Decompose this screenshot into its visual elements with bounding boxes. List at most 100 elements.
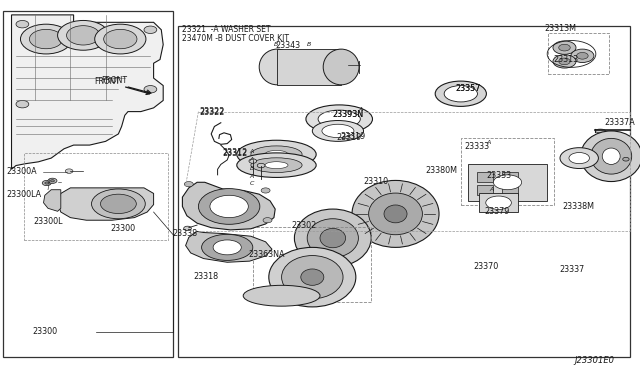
Circle shape [42, 180, 51, 186]
Text: A: A [250, 157, 254, 163]
Ellipse shape [602, 148, 620, 164]
Polygon shape [502, 172, 518, 182]
Bar [24, 153, 168, 240]
Ellipse shape [243, 285, 320, 306]
Circle shape [104, 29, 137, 49]
Ellipse shape [591, 138, 632, 174]
Ellipse shape [560, 148, 598, 169]
Bar [461, 138, 554, 205]
Text: 23300: 23300 [110, 224, 135, 232]
Circle shape [45, 182, 49, 184]
Circle shape [249, 159, 257, 163]
Circle shape [184, 182, 193, 187]
Ellipse shape [580, 131, 640, 182]
Ellipse shape [301, 269, 324, 285]
Text: 23357: 23357 [456, 84, 481, 93]
Text: 23312: 23312 [223, 148, 248, 157]
Ellipse shape [323, 49, 359, 85]
Ellipse shape [595, 129, 605, 133]
Text: B: B [307, 42, 312, 47]
Bar [548, 33, 609, 74]
Circle shape [261, 188, 270, 193]
Bar [3, 11, 173, 357]
Text: 23300A: 23300A [6, 167, 37, 176]
Text: 23321  -A WASHER SET: 23321 -A WASHER SET [182, 25, 271, 34]
Text: 23393N: 23393N [333, 110, 364, 119]
Text: 23363NA: 23363NA [248, 250, 285, 259]
Circle shape [184, 226, 191, 231]
Text: 23337A: 23337A [605, 118, 636, 127]
Circle shape [16, 100, 29, 108]
Polygon shape [277, 49, 341, 85]
Circle shape [559, 58, 570, 65]
Ellipse shape [322, 124, 354, 138]
Text: 23313M: 23313M [544, 24, 576, 33]
Ellipse shape [100, 194, 136, 214]
Text: 23302: 23302 [291, 221, 316, 230]
Text: A: A [486, 140, 491, 145]
Text: 23333: 23333 [486, 171, 511, 180]
Polygon shape [12, 15, 163, 169]
Text: A: A [250, 174, 254, 179]
Text: J23301E0: J23301E0 [575, 356, 614, 365]
Circle shape [67, 26, 100, 45]
Circle shape [51, 180, 54, 182]
Circle shape [571, 49, 594, 62]
Ellipse shape [320, 228, 346, 248]
Polygon shape [477, 172, 493, 182]
Ellipse shape [569, 153, 589, 164]
Circle shape [623, 157, 629, 161]
Polygon shape [58, 188, 154, 220]
Text: 23343: 23343 [275, 41, 300, 50]
Text: 23337: 23337 [559, 265, 584, 274]
Circle shape [144, 26, 157, 33]
Text: 23300LA: 23300LA [6, 190, 42, 199]
Text: B: B [274, 42, 278, 47]
Ellipse shape [307, 219, 358, 257]
Bar [178, 26, 630, 357]
Text: 23370: 23370 [474, 262, 499, 271]
Ellipse shape [237, 153, 316, 177]
Circle shape [559, 44, 570, 51]
Circle shape [20, 24, 72, 54]
Ellipse shape [259, 49, 295, 85]
Text: 23380M: 23380M [425, 166, 457, 174]
Text: 23312: 23312 [223, 149, 248, 158]
Polygon shape [502, 185, 518, 195]
Ellipse shape [251, 146, 302, 163]
Ellipse shape [237, 140, 316, 169]
Text: 23379: 23379 [484, 207, 510, 216]
Ellipse shape [202, 234, 253, 260]
Ellipse shape [92, 189, 145, 219]
Circle shape [95, 24, 146, 54]
Ellipse shape [493, 175, 522, 190]
Text: FRONT: FRONT [101, 76, 127, 85]
Text: 23322: 23322 [199, 108, 225, 116]
Ellipse shape [210, 195, 248, 218]
Ellipse shape [265, 162, 288, 169]
Ellipse shape [306, 105, 372, 133]
Ellipse shape [198, 189, 260, 224]
Circle shape [553, 41, 576, 54]
Text: 23470M -B DUST COVER KIT: 23470M -B DUST COVER KIT [182, 34, 289, 43]
Circle shape [29, 29, 63, 49]
Ellipse shape [269, 247, 356, 307]
Text: B: B [250, 166, 254, 171]
Text: 23300L: 23300L [33, 217, 63, 226]
Polygon shape [468, 164, 547, 201]
Polygon shape [182, 182, 275, 230]
Ellipse shape [435, 81, 486, 106]
Text: A: A [490, 187, 494, 192]
Text: 23300: 23300 [32, 327, 57, 336]
Text: 23310: 23310 [363, 177, 388, 186]
Ellipse shape [318, 110, 360, 128]
Text: 23333: 23333 [465, 142, 490, 151]
Text: 23318: 23318 [193, 272, 218, 281]
Ellipse shape [369, 193, 422, 235]
Circle shape [144, 86, 157, 93]
Circle shape [48, 178, 57, 183]
Text: C: C [250, 180, 254, 186]
Text: 23319: 23319 [336, 133, 361, 142]
Text: FRONT: FRONT [95, 77, 121, 86]
Polygon shape [186, 231, 272, 262]
